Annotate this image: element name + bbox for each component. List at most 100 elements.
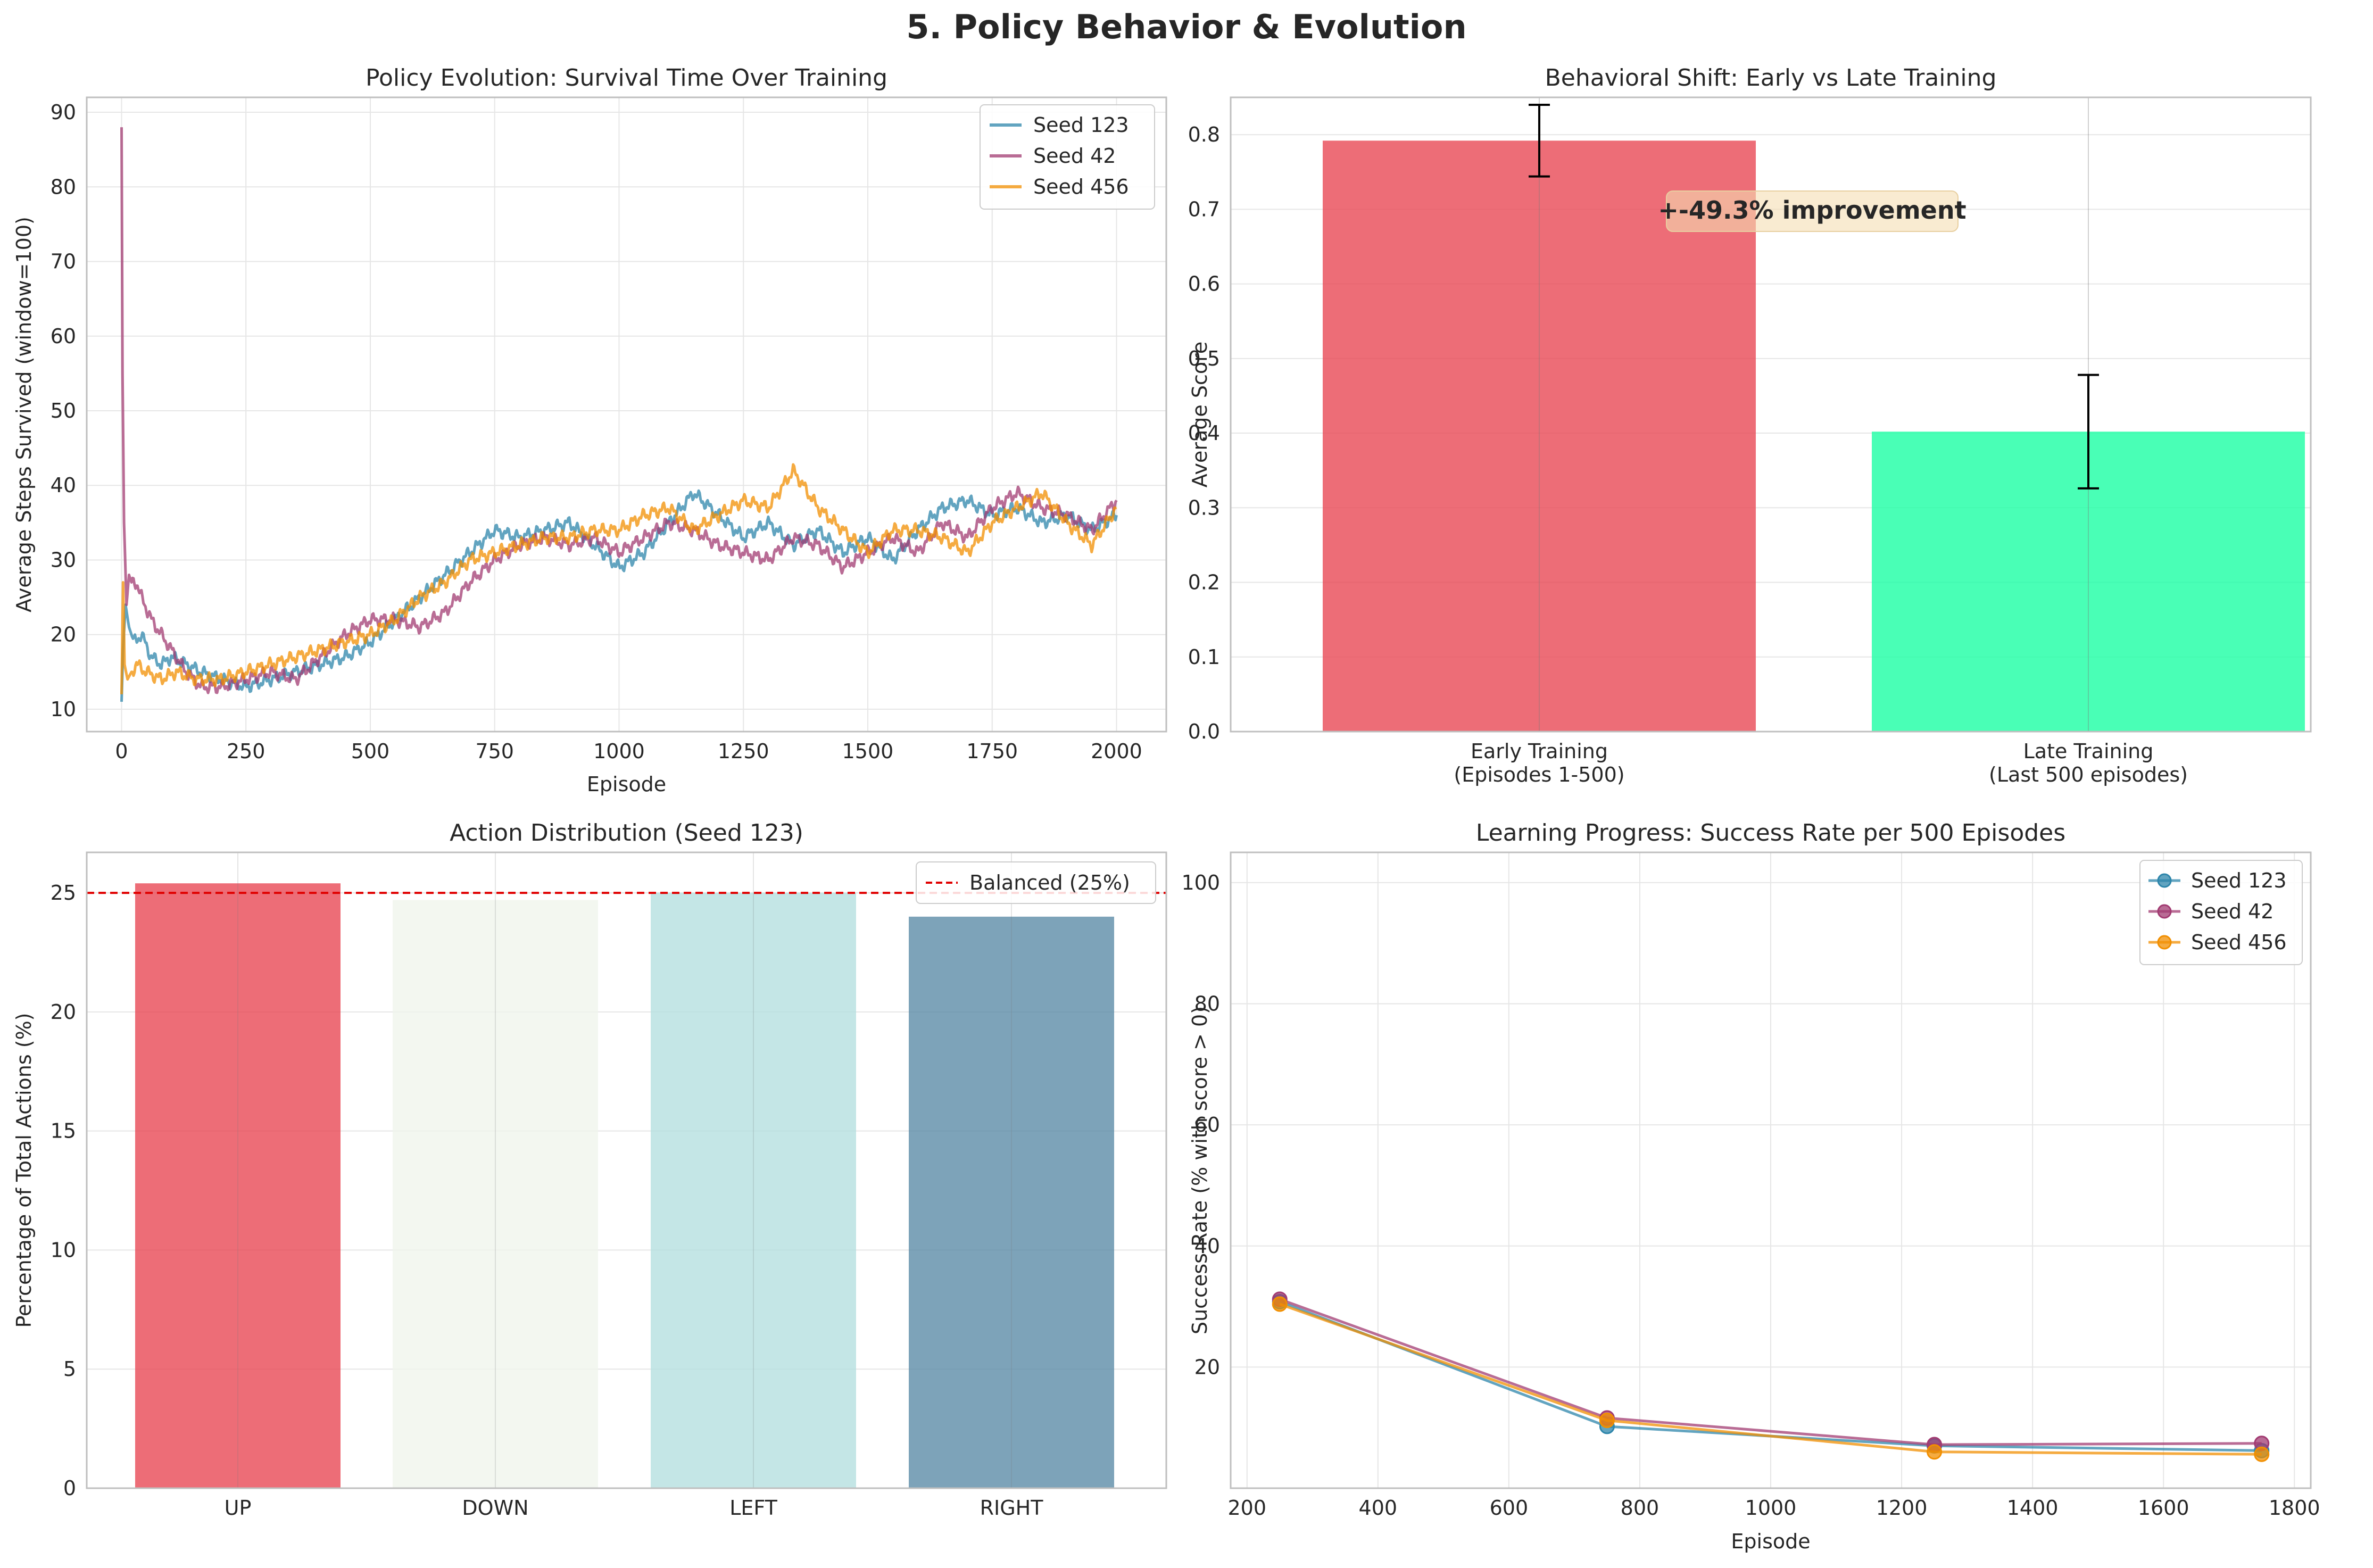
y-tick-label: 50 xyxy=(51,399,76,422)
y-tick-label: 40 xyxy=(1194,1234,1220,1258)
panel-title: Action Distribution (Seed 123) xyxy=(450,819,803,847)
y-tick-label: 0.2 xyxy=(1188,571,1220,594)
y-tick-label: 80 xyxy=(51,175,76,198)
y-tick-label: 80 xyxy=(1194,992,1220,1016)
panel-title: Learning Progress: Success Rate per 500 … xyxy=(1476,819,2065,847)
y-tick-label: 0.6 xyxy=(1188,272,1220,296)
y-axis-label: Average Steps Survived (window=100) xyxy=(12,217,36,612)
x-tick-label: DOWN xyxy=(462,1496,528,1520)
x-tick-label: (Last 500 episodes) xyxy=(1989,763,2188,786)
legend-label: Seed 456 xyxy=(1033,175,1129,198)
x-tick-label: (Episodes 1-500) xyxy=(1454,763,1624,786)
x-tick-label: 500 xyxy=(351,740,390,763)
x-tick-label: Early Training xyxy=(1471,740,1608,763)
x-tick-label: 2000 xyxy=(1091,740,1142,763)
bar-up xyxy=(135,883,341,1488)
y-tick-label: 10 xyxy=(51,698,76,721)
y-tick-label: 0.1 xyxy=(1188,645,1220,669)
series-line-seed-456 xyxy=(1279,1302,2262,1456)
y-tick-label: 25 xyxy=(51,881,76,905)
annotation-box xyxy=(1666,190,1959,232)
y-tick-label: 0.0 xyxy=(1188,720,1220,743)
y-tick-label: 0.7 xyxy=(1188,197,1220,221)
y-tick-label: 20 xyxy=(1194,1355,1220,1379)
plot-frame xyxy=(86,851,1167,1489)
x-tick-label: 1600 xyxy=(2138,1496,2189,1520)
x-tick-label: 1750 xyxy=(966,740,1018,763)
data-point xyxy=(1272,1296,1288,1312)
y-tick-label: 90 xyxy=(51,101,76,124)
legend-box xyxy=(2139,860,2303,965)
y-tick-label: 0 xyxy=(63,1476,76,1500)
x-tick-label: 1250 xyxy=(718,740,769,763)
bar-left xyxy=(651,893,856,1488)
legend-box xyxy=(980,104,1155,210)
y-tick-label: 0.5 xyxy=(1188,347,1220,370)
y-tick-label: 70 xyxy=(51,250,76,273)
legend-label: Seed 123 xyxy=(2191,869,2287,892)
y-axis-label: Average Score xyxy=(1188,342,1212,488)
legend-label: Seed 42 xyxy=(2191,900,2274,923)
plot-frame xyxy=(1230,96,2312,733)
legend-marker xyxy=(2157,904,2172,919)
series-line-seed-42 xyxy=(1279,1298,2262,1446)
legend-label: Balanced (25%) xyxy=(969,871,1130,894)
x-tick-label: 400 xyxy=(1359,1496,1398,1520)
plot-frame xyxy=(86,96,1167,733)
bar-right xyxy=(909,916,1114,1488)
x-tick-label: 0 xyxy=(115,740,128,763)
y-tick-label: 100 xyxy=(1181,871,1220,894)
chart-success-rate: 200 400 600 800 1000 1200 1400 1600 1800 20 40 60 80… xyxy=(1181,819,2320,1553)
y-tick-label: 5 xyxy=(63,1357,76,1381)
y-tick-label: 40 xyxy=(51,474,76,497)
y-tick-label: 20 xyxy=(51,623,76,646)
x-tick-label: 1400 xyxy=(2007,1496,2059,1520)
figure-title: 5. Policy Behavior & Evolution xyxy=(906,7,1467,46)
legend-marker xyxy=(2157,873,2172,888)
x-tick-label: 250 xyxy=(227,740,265,763)
x-tick-label: 200 xyxy=(1227,1496,1266,1520)
legend-box xyxy=(916,861,1156,904)
x-tick-label: 600 xyxy=(1490,1496,1529,1520)
x-tick-label: 1800 xyxy=(2269,1496,2320,1520)
bar-down xyxy=(393,900,598,1488)
y-tick-label: 30 xyxy=(51,548,76,571)
y-axis-label: Success Rate (% with score > 0) xyxy=(1188,1006,1212,1334)
chart-action-distribution: 0 5 10 15 20 25 UP DOWN LEFT RIGHT Action Distribu… xyxy=(12,819,1167,1520)
panel-title: Behavioral Shift: Early vs Late Training xyxy=(1545,64,1997,92)
data-point xyxy=(2254,1446,2270,1462)
y-tick-label: 0.4 xyxy=(1188,421,1220,445)
y-tick-label: 60 xyxy=(1194,1113,1220,1136)
x-tick-label: RIGHT xyxy=(980,1496,1044,1520)
y-axis-label: Percentage of Total Actions (%) xyxy=(12,1013,36,1328)
series-line-seed-42 xyxy=(120,127,1118,694)
x-tick-label: 800 xyxy=(1621,1496,1660,1520)
x-tick-label: 1500 xyxy=(842,740,894,763)
data-point xyxy=(1927,1444,1943,1460)
x-tick-label: UP xyxy=(225,1496,252,1520)
y-tick-label: 10 xyxy=(51,1238,76,1262)
legend-marker xyxy=(2157,935,2172,950)
x-tick-label: Late Training xyxy=(2023,740,2154,763)
legend-label: Seed 123 xyxy=(1033,113,1129,137)
x-tick-label: 1200 xyxy=(1876,1496,1928,1520)
series-line-seed-456 xyxy=(120,463,1117,694)
y-tick-label: 20 xyxy=(51,1000,76,1024)
legend-label: Seed 42 xyxy=(1033,144,1116,168)
y-tick-label: 0.8 xyxy=(1188,123,1220,146)
legend-label: Seed 456 xyxy=(2191,931,2287,954)
series-line-seed-123 xyxy=(120,489,1118,702)
y-tick-label: 15 xyxy=(51,1119,76,1143)
chart-behavioral-shift: 0.0 0.1 0.2 0.3 0.4 0.5 0.6 0.7 0.8 Early Trainin… xyxy=(1188,64,2312,786)
x-tick-label: 750 xyxy=(475,740,514,763)
x-axis-label: Episode xyxy=(587,773,666,796)
data-point xyxy=(1599,1413,1615,1429)
y-tick-label: 0.3 xyxy=(1188,496,1220,519)
chart-survival: 0 250 500 750 1000 1250 1500 1750 2000 10 20 30 40 50… xyxy=(12,64,1167,796)
improvement-annotation: +-49.3% improvement xyxy=(1658,196,1966,225)
panel-title: Policy Evolution: Survival Time Over Tra… xyxy=(366,64,887,92)
bar-early xyxy=(1323,140,1756,732)
x-tick-label: 1000 xyxy=(1745,1496,1797,1520)
